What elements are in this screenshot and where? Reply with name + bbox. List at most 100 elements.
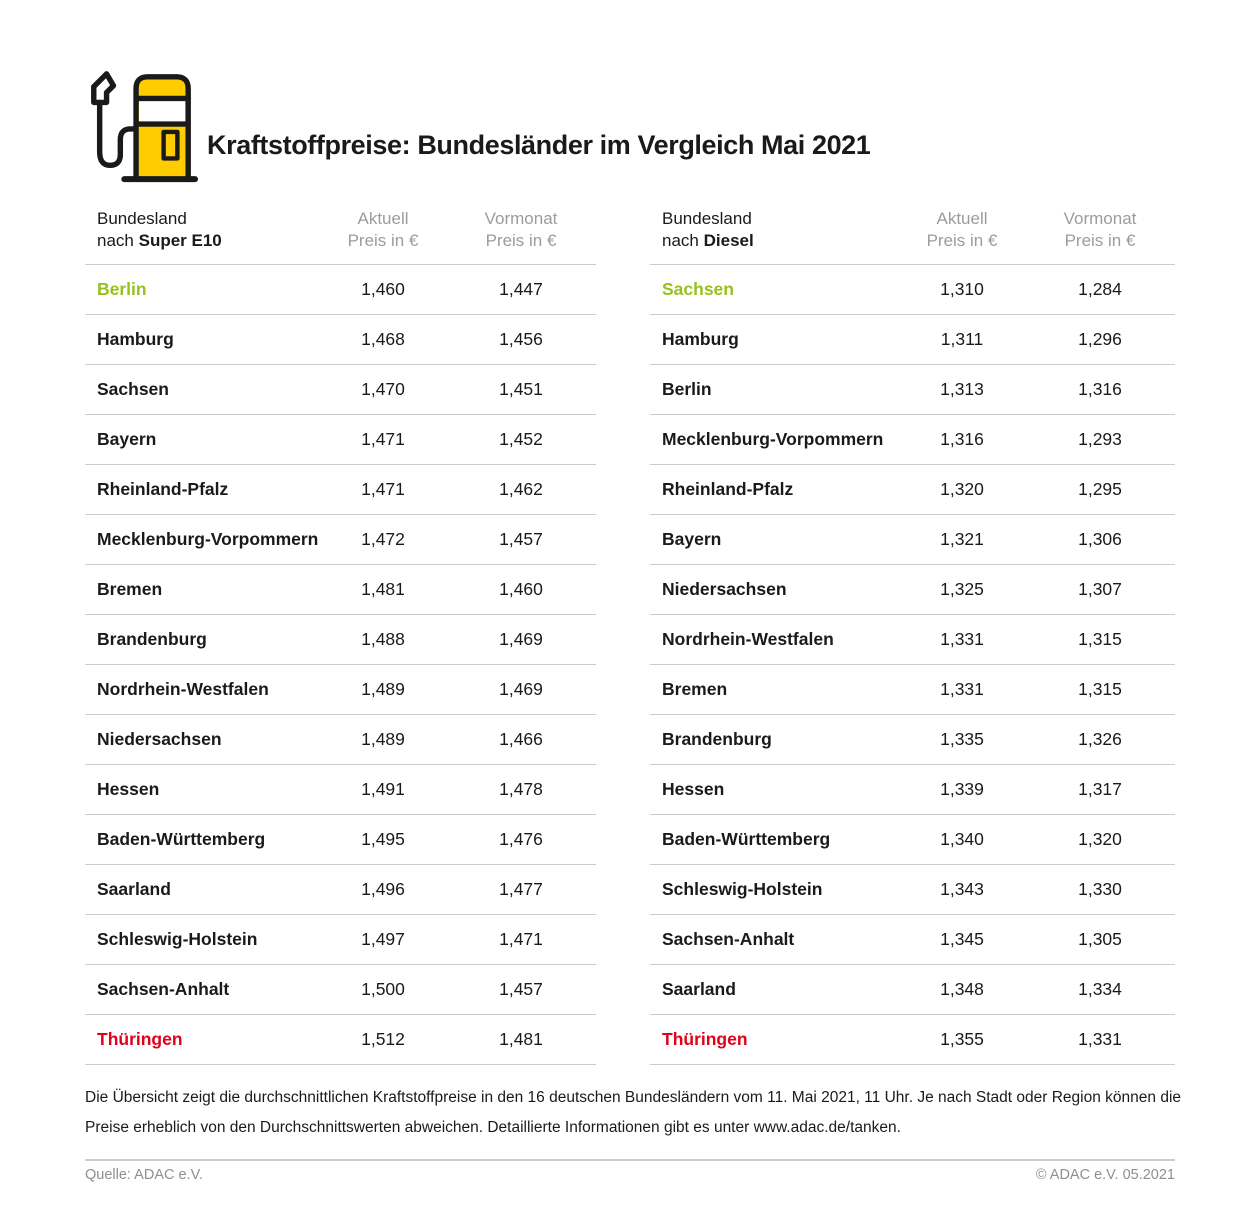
- source-text: Quelle: ADAC e.V.: [85, 1167, 203, 1183]
- state-name: Berlin: [97, 279, 147, 299]
- vormonat-value: 1,317: [1078, 779, 1122, 799]
- table-row: Saarland 1,348 1,334: [650, 965, 1175, 1015]
- table-row: Bayern 1,471 1,452: [85, 415, 596, 465]
- state-name: Brandenburg: [662, 729, 772, 749]
- column-header-bundesland: Bundesland nach Diesel: [650, 208, 899, 252]
- aktuell-value: 1,491: [361, 779, 405, 799]
- vormonat-value: 1,330: [1078, 879, 1122, 899]
- table-row: Thüringen 1,355 1,331: [650, 1015, 1175, 1065]
- state-name: Sachsen-Anhalt: [97, 979, 230, 999]
- aktuell-value: 1,313: [940, 379, 984, 399]
- state-name: Sachsen-Anhalt: [662, 929, 795, 949]
- state-name: Baden-Württemberg: [97, 829, 266, 849]
- aktuell-value: 1,497: [361, 929, 405, 949]
- aktuell-value: 1,472: [361, 529, 405, 549]
- state-name: Hamburg: [662, 329, 739, 349]
- table-row: Sachsen-Anhalt 1,500 1,457: [85, 965, 596, 1015]
- aktuell-value: 1,311: [940, 329, 984, 349]
- vormonat-value: 1,469: [499, 629, 543, 649]
- state-name: Hamburg: [97, 329, 174, 349]
- table-row: Nordrhein-Westfalen 1,331 1,315: [650, 615, 1175, 665]
- table-body: Berlin 1,460 1,447 Hamburg 1,468 1,456 S…: [85, 265, 596, 1065]
- state-name: Bremen: [662, 679, 728, 699]
- state-name: Bayern: [97, 429, 157, 449]
- copyright-text: © ADAC e.V. 05.2021: [1035, 1167, 1175, 1183]
- state-name: Niedersachsen: [662, 579, 787, 599]
- state-name: Sachsen: [97, 379, 169, 399]
- table-row: Hamburg 1,311 1,296: [650, 315, 1175, 365]
- vormonat-value: 1,305: [1078, 929, 1122, 949]
- table-row: Thüringen 1,512 1,481: [85, 1015, 596, 1065]
- aktuell-value: 1,345: [940, 929, 984, 949]
- vormonat-value: 1,295: [1078, 479, 1122, 499]
- state-name: Baden-Württemberg: [662, 829, 831, 849]
- aktuell-value: 1,489: [361, 679, 405, 699]
- footnote-line2: Preise erheblich von den Durchschnittswe…: [85, 1118, 901, 1136]
- aktuell-value: 1,500: [361, 979, 405, 999]
- state-name: Saarland: [662, 979, 736, 999]
- footnote-line1: Die Übersicht zeigt die durchschnittlich…: [85, 1089, 1182, 1106]
- bundesland-label: Bundesland: [662, 209, 752, 228]
- vormonat-value: 1,457: [499, 529, 543, 549]
- aktuell-value: 1,331: [940, 679, 984, 699]
- fuel-pump-icon: [91, 71, 199, 183]
- footnote: Die Übersicht zeigt die durchschnittlich…: [85, 1083, 1181, 1142]
- table-row: Niedersachsen 1,489 1,466: [85, 715, 596, 765]
- state-name: Hessen: [97, 779, 160, 799]
- aktuell-value: 1,470: [361, 379, 405, 399]
- aktuell-value: 1,339: [940, 779, 984, 799]
- footer-divider: [85, 1159, 1175, 1161]
- table-row: Hamburg 1,468 1,456: [85, 315, 596, 365]
- table-row: Sachsen-Anhalt 1,345 1,305: [650, 915, 1175, 965]
- table-row: Bremen 1,481 1,460: [85, 565, 596, 615]
- state-name: Schleswig-Holstein: [97, 929, 258, 949]
- vormonat-value: 1,452: [499, 429, 543, 449]
- table-row: Schleswig-Holstein 1,497 1,471: [85, 915, 596, 965]
- table-row: Nordrhein-Westfalen 1,489 1,469: [85, 665, 596, 715]
- vormonat-value: 1,296: [1078, 329, 1122, 349]
- nach-label: nach: [97, 231, 134, 250]
- state-name: Nordrhein-Westfalen: [662, 629, 834, 649]
- vormonat-value: 1,462: [499, 479, 543, 499]
- table-diesel: Bundesland nach Diesel Aktuell Preis in …: [650, 208, 1175, 1065]
- aktuell-value: 1,512: [361, 1029, 405, 1049]
- state-name: Thüringen: [662, 1029, 748, 1049]
- table-row: Niedersachsen 1,325 1,307: [650, 565, 1175, 615]
- vormonat-value: 1,315: [1078, 679, 1122, 699]
- state-name: Nordrhein-Westfalen: [97, 679, 269, 699]
- vormonat-value: 1,307: [1078, 579, 1122, 599]
- table-row: Mecklenburg-Vorpommern 1,316 1,293: [650, 415, 1175, 465]
- aktuell-value: 1,495: [361, 829, 405, 849]
- state-name: Saarland: [97, 879, 171, 899]
- table-row: Brandenburg 1,335 1,326: [650, 715, 1175, 765]
- table-super-e10: Bundesland nach Super E10 Aktuell Preis …: [85, 208, 596, 1065]
- tables-container: Bundesland nach Super E10 Aktuell Preis …: [85, 208, 1175, 1065]
- table-row: Sachsen 1,470 1,451: [85, 365, 596, 415]
- table-row: Bremen 1,331 1,315: [650, 665, 1175, 715]
- aktuell-value: 1,325: [940, 579, 984, 599]
- table-row: Schleswig-Holstein 1,343 1,330: [650, 865, 1175, 915]
- table-row: Berlin 1,460 1,447: [85, 265, 596, 315]
- state-name: Mecklenburg-Vorpommern: [662, 429, 884, 449]
- table-body: Sachsen 1,310 1,284 Hamburg 1,311 1,296 …: [650, 265, 1175, 1065]
- aktuell-value: 1,321: [940, 529, 984, 549]
- table-header: Bundesland nach Diesel Aktuell Preis in …: [650, 208, 1175, 265]
- column-header-aktuell: Aktuell Preis in €: [347, 209, 419, 250]
- aktuell-value: 1,481: [361, 579, 405, 599]
- vormonat-value: 1,481: [499, 1029, 543, 1049]
- aktuell-value: 1,471: [361, 429, 405, 449]
- table-row: Brandenburg 1,488 1,469: [85, 615, 596, 665]
- aktuell-value: 1,496: [361, 879, 405, 899]
- aktuell-value: 1,348: [940, 979, 984, 999]
- state-name: Niedersachsen: [97, 729, 222, 749]
- footer: Quelle: ADAC e.V. © ADAC e.V. 05.2021: [85, 1167, 1175, 1183]
- table-row: Sachsen 1,310 1,284: [650, 265, 1175, 315]
- vormonat-value: 1,306: [1078, 529, 1122, 549]
- page-title: Kraftstoffpreise: Bundesländer im Vergle…: [207, 130, 871, 160]
- state-name: Bayern: [662, 529, 722, 549]
- vormonat-value: 1,478: [499, 779, 543, 799]
- vormonat-value: 1,334: [1078, 979, 1122, 999]
- aktuell-value: 1,320: [940, 479, 984, 499]
- aktuell-value: 1,489: [361, 729, 405, 749]
